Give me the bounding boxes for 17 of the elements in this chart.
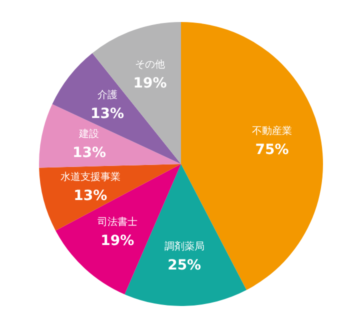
slice-label: 建設 <box>78 128 100 140</box>
pie-slice <box>52 53 181 164</box>
data-label: 19% <box>133 76 167 92</box>
data-label: 19% <box>100 232 134 249</box>
slice-label: 調剤薬局 <box>164 240 204 253</box>
data-label: 13% <box>90 106 124 122</box>
slice-label: 不動産業 <box>252 124 292 137</box>
pie-slice <box>39 104 181 168</box>
data-label: 13% <box>74 188 108 204</box>
pie-slice <box>39 164 181 231</box>
slice-label: 司法書士 <box>97 216 138 228</box>
data-label: 25% <box>168 258 202 274</box>
data-label: 13% <box>72 145 106 162</box>
data-label: 75% <box>255 142 289 158</box>
slice-label: 介護 <box>97 89 118 102</box>
slice-label: 水道支援事業 <box>60 170 120 183</box>
slice-label: その他 <box>134 58 165 71</box>
